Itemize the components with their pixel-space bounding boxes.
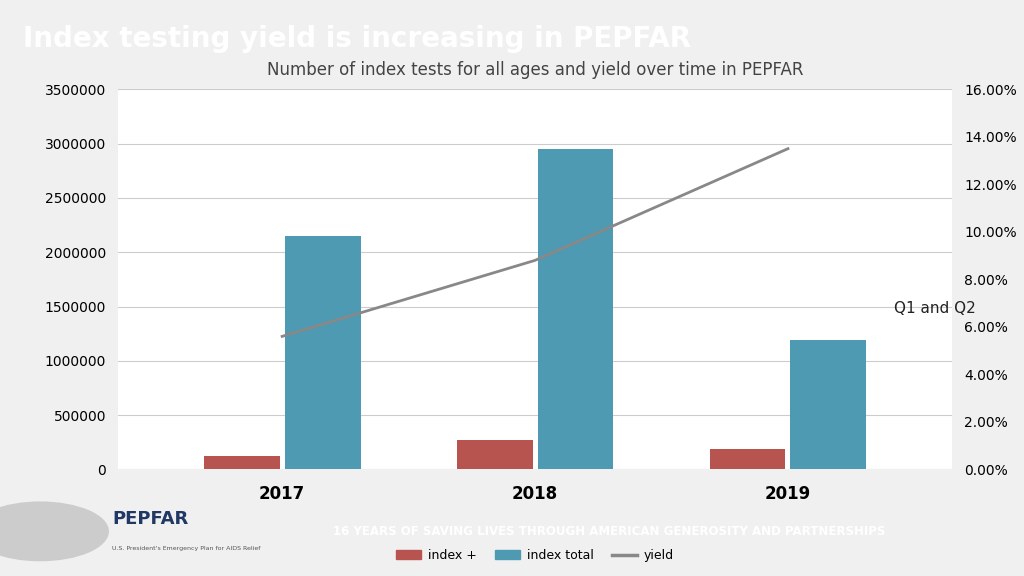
yield [528,257,541,264]
Bar [457,440,532,469]
Bar [204,456,280,469]
Bar [538,149,613,469]
Circle shape [0,502,109,560]
Title: Number of index tests for all ages and yield over time in PEPFAR: Number of index tests for all ages and y… [267,62,803,79]
Text: Index testing yield is increasing in PEPFAR: Index testing yield is increasing in PEP… [23,25,690,53]
yield [781,145,794,152]
Line: yield: yield [283,149,787,336]
Bar [791,340,866,469]
yield [276,333,289,340]
Legend: index +, index total, yield: index +, index total, yield [391,544,679,567]
Text: U.S. President's Emergency Plan for AIDS Relief: U.S. President's Emergency Plan for AIDS… [113,545,260,551]
Text: 16 YEARS OF SAVING LIVES THROUGH AMERICAN GENEROSITY AND PARTNERSHIPS: 16 YEARS OF SAVING LIVES THROUGH AMERICA… [333,525,886,537]
Bar [285,236,360,469]
Bar [710,449,785,469]
Text: PEPFAR: PEPFAR [113,510,188,528]
Text: Q1 and Q2: Q1 and Q2 [894,301,976,316]
